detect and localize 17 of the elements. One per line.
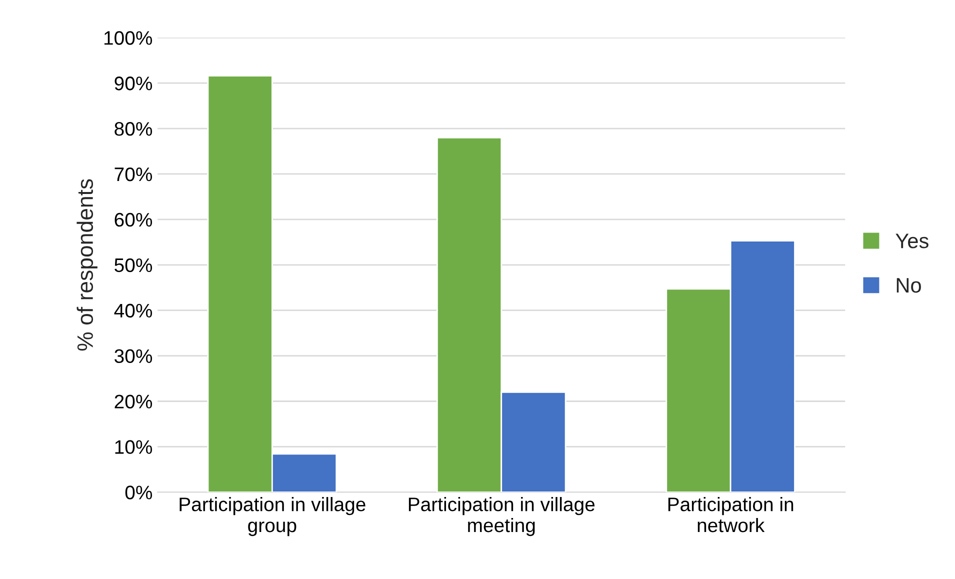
- legend-label: No: [896, 278, 921, 293]
- y-tick-label: 10%: [115, 440, 152, 454]
- y-tick-label: 90%: [114, 76, 152, 90]
- y-tick-label: 100%: [104, 31, 152, 45]
- x-tick-label: Participation in village group: [180, 497, 366, 536]
- y-tick-label: 80%: [114, 122, 152, 136]
- y-tick-label: 60%: [114, 212, 152, 227]
- x-tick-label: Participation in village meeting: [408, 497, 595, 536]
- y-tick-label: 70%: [114, 167, 152, 182]
- y-tick-label: 50%: [114, 258, 152, 272]
- y-tick-label: 20%: [114, 394, 152, 408]
- y-tick-label: 0%: [125, 486, 152, 500]
- y-axis-title: % of respondents: [76, 179, 98, 351]
- y-tick-label: 40%: [114, 304, 152, 318]
- x-tick-label: Participation in network: [668, 497, 794, 532]
- y-tick-label: 30%: [114, 349, 152, 364]
- legend-label: Yes: [896, 234, 928, 248]
